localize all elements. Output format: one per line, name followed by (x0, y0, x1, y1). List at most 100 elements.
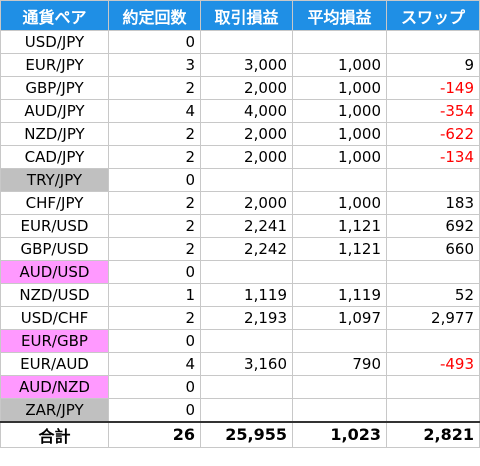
cell-swap: -622 (386, 122, 480, 146)
cell-swap: -493 (386, 352, 480, 376)
cell-currency-pair: USD/CHF (0, 306, 109, 330)
header-average-pl: 平均損益 (292, 0, 387, 31)
cell-currency-pair: AUD/JPY (0, 99, 109, 123)
table-row: EUR/USD 2 2,241 1,121 692 (0, 214, 480, 238)
table-row: TRY/JPY 0 (0, 168, 480, 192)
cell-average-pl: 1,000 (292, 99, 387, 123)
table-row: ZAR/JPY 0 (0, 398, 480, 422)
cell-trading-pl (200, 260, 293, 284)
cell-trading-pl: 2,000 (200, 122, 293, 146)
cell-currency-pair: CHF/JPY (0, 191, 109, 215)
cell-currency-pair: NZD/JPY (0, 122, 109, 146)
table-footer: 合計 26 25,955 1,023 2,821 (0, 420, 480, 448)
cell-trade-count: 2 (108, 191, 201, 215)
cell-trading-pl: 2,000 (200, 145, 293, 169)
table-row: AUD/JPY 4 4,000 1,000 -354 (0, 99, 480, 123)
cell-trading-pl: 4,000 (200, 99, 293, 123)
cell-swap (386, 260, 480, 284)
cell-average-pl: 1,121 (292, 214, 387, 238)
cell-currency-pair: TRY/JPY (0, 168, 109, 192)
cell-trade-count: 0 (108, 375, 201, 399)
cell-swap: 52 (386, 283, 480, 307)
cell-trade-count: 3 (108, 53, 201, 77)
cell-currency-pair: CAD/JPY (0, 145, 109, 169)
cell-swap (386, 30, 480, 54)
header-trading-pl: 取引損益 (200, 0, 293, 31)
cell-trading-pl: 3,000 (200, 53, 293, 77)
cell-average-pl (292, 398, 387, 422)
cell-average-pl: 1,000 (292, 145, 387, 169)
cell-swap (386, 329, 480, 353)
table-row: AUD/USD 0 (0, 260, 480, 284)
cell-swap (386, 168, 480, 192)
table-row: CAD/JPY 2 2,000 1,000 -134 (0, 145, 480, 169)
cell-trading-pl (200, 168, 293, 192)
table-row: GBP/JPY 2 2,000 1,000 -149 (0, 76, 480, 100)
cell-average-pl: 1,121 (292, 237, 387, 261)
total-row: 合計 26 25,955 1,023 2,821 (0, 420, 480, 448)
cell-trading-pl: 1,119 (200, 283, 293, 307)
cell-average-pl: 1,000 (292, 53, 387, 77)
header-row: 通貨ペア 約定回数 取引損益 平均損益 スワップ (0, 0, 480, 31)
header-currency-pair: 通貨ペア (0, 0, 109, 31)
table-row: CHF/JPY 2 2,000 1,000 183 (0, 191, 480, 215)
total-label: 合計 (0, 420, 109, 448)
total-trade-count: 26 (108, 420, 201, 448)
cell-trading-pl (200, 30, 293, 54)
table-row: EUR/JPY 3 3,000 1,000 9 (0, 53, 480, 77)
cell-trade-count: 0 (108, 329, 201, 353)
cell-trade-count: 1 (108, 283, 201, 307)
table-row: EUR/AUD 4 3,160 790 -493 (0, 352, 480, 376)
cell-currency-pair: GBP/USD (0, 237, 109, 261)
cell-currency-pair: EUR/JPY (0, 53, 109, 77)
cell-trade-count: 0 (108, 168, 201, 192)
cell-currency-pair: EUR/GBP (0, 329, 109, 353)
total-swap: 2,821 (386, 420, 480, 448)
cell-currency-pair: EUR/USD (0, 214, 109, 238)
cell-trading-pl: 2,000 (200, 191, 293, 215)
table-header: 通貨ペア 約定回数 取引損益 平均損益 スワップ (0, 0, 480, 31)
cell-trade-count: 2 (108, 76, 201, 100)
cell-swap: 660 (386, 237, 480, 261)
cell-currency-pair: USD/JPY (0, 30, 109, 54)
cell-trade-count: 2 (108, 306, 201, 330)
cell-average-pl: 1,119 (292, 283, 387, 307)
cell-trading-pl (200, 398, 293, 422)
total-average-pl: 1,023 (292, 420, 387, 448)
cell-swap: -354 (386, 99, 480, 123)
cell-trade-count: 0 (108, 30, 201, 54)
cell-currency-pair: NZD/USD (0, 283, 109, 307)
cell-currency-pair: EUR/AUD (0, 352, 109, 376)
cell-trading-pl: 3,160 (200, 352, 293, 376)
cell-average-pl: 1,000 (292, 76, 387, 100)
cell-average-pl: 790 (292, 352, 387, 376)
cell-swap: 2,977 (386, 306, 480, 330)
table-row: EUR/GBP 0 (0, 329, 480, 353)
cell-trading-pl (200, 329, 293, 353)
table-body: USD/JPY 0 EUR/JPY 3 3,000 1,000 9 GBP/JPY 2 2,000… (0, 30, 480, 422)
cell-currency-pair: AUD/NZD (0, 375, 109, 399)
cell-trading-pl: 2,193 (200, 306, 293, 330)
cell-trade-count: 2 (108, 145, 201, 169)
cell-trade-count: 2 (108, 122, 201, 146)
cell-trading-pl: 2,242 (200, 237, 293, 261)
header-trade-count: 約定回数 (108, 0, 201, 31)
table-row: GBP/USD 2 2,242 1,121 660 (0, 237, 480, 261)
table-row: USD/CHF 2 2,193 1,097 2,977 (0, 306, 480, 330)
cell-swap: 692 (386, 214, 480, 238)
cell-trading-pl (200, 375, 293, 399)
cell-trading-pl: 2,000 (200, 76, 293, 100)
cell-swap (386, 375, 480, 399)
cell-trading-pl: 2,241 (200, 214, 293, 238)
cell-average-pl (292, 375, 387, 399)
cell-swap: -134 (386, 145, 480, 169)
cell-trade-count: 2 (108, 237, 201, 261)
cell-trade-count: 4 (108, 99, 201, 123)
table-row: NZD/JPY 2 2,000 1,000 -622 (0, 122, 480, 146)
cell-currency-pair: GBP/JPY (0, 76, 109, 100)
table-row: AUD/NZD 0 (0, 375, 480, 399)
cell-average-pl (292, 168, 387, 192)
cell-swap: 9 (386, 53, 480, 77)
cell-swap: 183 (386, 191, 480, 215)
cell-average-pl (292, 260, 387, 284)
